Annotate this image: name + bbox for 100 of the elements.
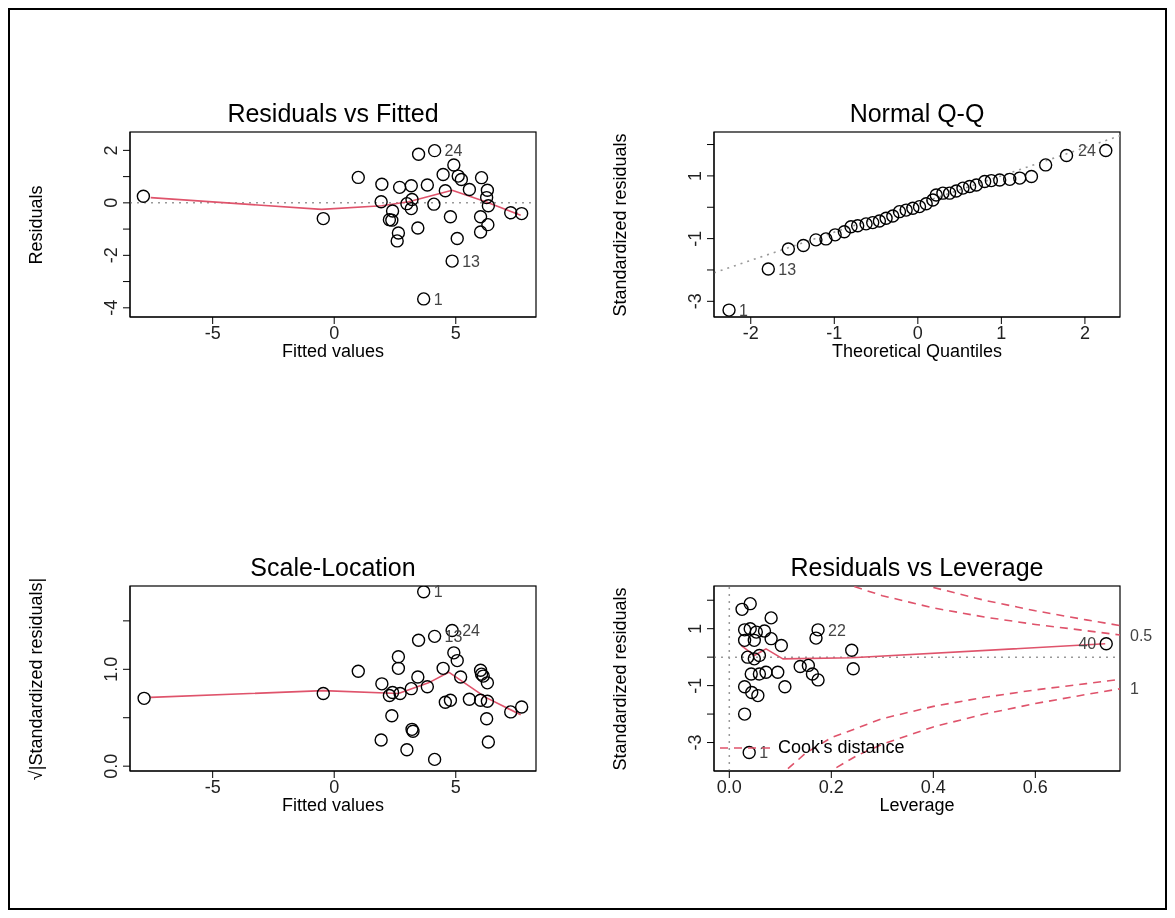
point: [391, 650, 406, 664]
point: [438, 184, 453, 198]
point: [744, 667, 758, 681]
chart-title: Residuals vs Leverage: [789, 552, 1045, 582]
point: [390, 234, 404, 248]
y-tick-label: 2: [101, 145, 121, 156]
point: [375, 177, 389, 191]
point: [1038, 158, 1053, 172]
point: [846, 662, 860, 676]
point: [949, 184, 963, 198]
point: [837, 225, 852, 239]
x-tick-label: 0: [912, 322, 923, 343]
point: [737, 680, 752, 694]
point: [374, 733, 388, 747]
y-tick-label: -1: [685, 677, 705, 694]
point: [481, 735, 496, 749]
x-tick-label: -1: [826, 322, 843, 343]
point: [479, 712, 494, 726]
point: [438, 695, 453, 709]
annotation: 1: [433, 290, 443, 308]
point: [427, 629, 442, 644]
y-tick-label: -1: [685, 230, 705, 247]
legend-label: Cook's distance: [778, 737, 905, 758]
x-tick-label: -2: [742, 322, 759, 343]
point: [436, 167, 450, 182]
point: [906, 201, 920, 215]
point: [879, 211, 893, 225]
point: [929, 188, 943, 202]
point: [735, 602, 749, 617]
point: [886, 209, 900, 223]
point: [481, 217, 495, 232]
point: [404, 201, 418, 216]
point: [747, 633, 761, 648]
line-series: [853, 586, 1120, 636]
x-tick-label: 0: [329, 776, 340, 797]
point: [443, 210, 458, 224]
point: [400, 196, 414, 211]
x-tick-label: 1: [996, 322, 1007, 343]
y-tick-label: -3: [685, 293, 705, 310]
chart-title: Normal Q-Q: [848, 98, 986, 128]
point: [828, 228, 842, 242]
point: [809, 631, 823, 645]
annotation: 0.5: [1130, 626, 1153, 644]
point: [137, 691, 151, 706]
annotation: 24: [462, 622, 481, 640]
y-axis-title: Standardized residuals: [609, 585, 631, 773]
point: [742, 745, 756, 760]
point: [451, 169, 465, 183]
y-axis-title: √|Standardized residuals|: [25, 576, 47, 782]
point: [747, 652, 761, 666]
point: [393, 686, 407, 701]
point: [811, 673, 825, 687]
x-tick-label: 2: [1079, 322, 1090, 343]
point: [436, 661, 450, 676]
line-series: [835, 687, 1120, 769]
point: [793, 659, 807, 674]
y-tick-label: -4: [101, 299, 121, 316]
point: [411, 147, 426, 162]
point: [454, 172, 469, 187]
point: [805, 667, 820, 681]
x-tick-label: 0.0: [716, 776, 742, 797]
y-axis-title: Standardized residuals: [609, 131, 631, 319]
point: [926, 193, 940, 207]
point: [504, 206, 518, 220]
point: [859, 217, 873, 231]
y-tick-label: -3: [685, 734, 705, 751]
point: [850, 219, 865, 233]
point: [752, 667, 767, 681]
y-tick-label: 1.0: [101, 656, 121, 682]
point: [473, 693, 488, 707]
point: [375, 677, 389, 691]
point: [872, 214, 887, 228]
point: [480, 694, 495, 708]
point: [385, 204, 400, 218]
point: [445, 254, 459, 268]
point: [796, 238, 811, 253]
point: [761, 262, 775, 276]
point: [473, 210, 488, 224]
point: [778, 680, 792, 694]
point: [351, 170, 365, 185]
point: [764, 631, 778, 646]
point: [737, 623, 752, 637]
point: [392, 180, 407, 195]
annotation: 22: [828, 621, 846, 639]
point: [136, 189, 151, 203]
point: [745, 685, 759, 700]
point: [514, 700, 529, 714]
annotation: 13: [778, 260, 797, 278]
point: [819, 232, 833, 246]
x-tick-label: 0.2: [818, 776, 844, 797]
y-axis-title: Residuals: [25, 184, 47, 267]
y-tick-label: 0.0: [101, 753, 121, 779]
point: [316, 211, 330, 226]
point: [1003, 172, 1017, 187]
x-axis-title: Theoretical Quantiles: [831, 341, 1003, 361]
point: [420, 680, 435, 694]
annotation: 24: [1078, 142, 1096, 160]
point: [411, 221, 425, 235]
point: [443, 693, 458, 707]
point: [899, 203, 913, 217]
